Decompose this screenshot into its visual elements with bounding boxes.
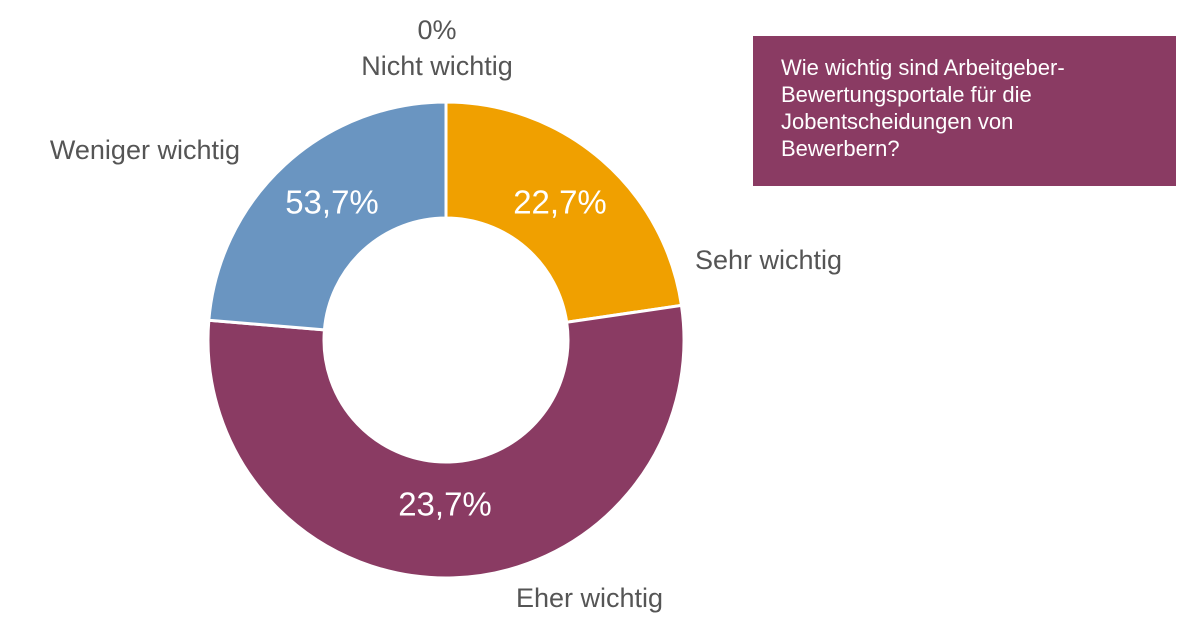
category-label: Nicht wichtig <box>361 51 513 81</box>
value-label: 22,7% <box>513 184 607 221</box>
slice <box>444 100 684 324</box>
value-label: 0% <box>417 15 456 45</box>
chart-title: Wie wichtig sind Arbeitgeber-Bewertungsp… <box>753 36 1176 186</box>
category-label: Weniger wichtig <box>50 135 240 165</box>
slice <box>206 303 686 580</box>
category-label: Eher wichtig <box>516 583 663 613</box>
value-label: 53,7% <box>285 184 379 221</box>
slice <box>207 100 448 332</box>
value-label: 23,7% <box>398 486 492 523</box>
category-label: Sehr wichtig <box>695 245 842 275</box>
